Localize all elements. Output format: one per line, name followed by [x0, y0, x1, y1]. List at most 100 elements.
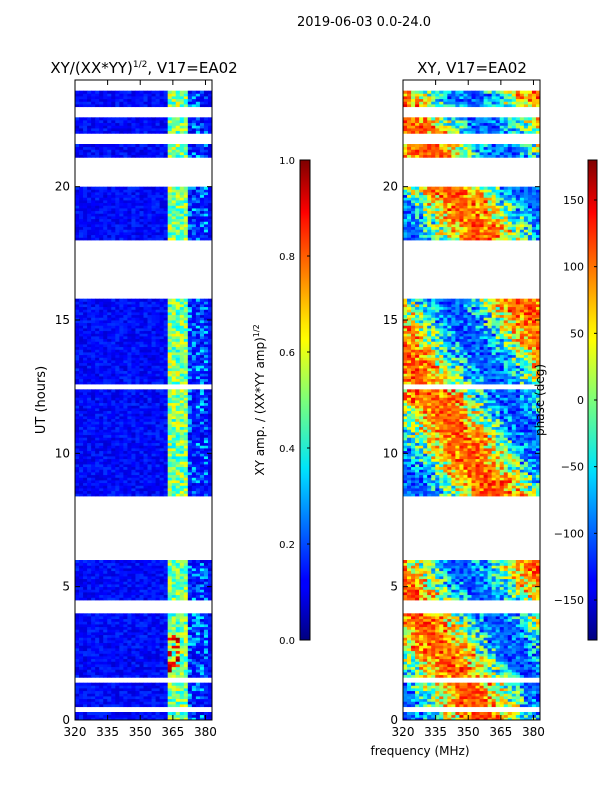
heatmap-cell: [179, 202, 185, 206]
heatmap-cell: [87, 696, 92, 700]
heatmap-cell: [139, 397, 144, 401]
heatmap-cell: [83, 381, 88, 385]
heatmap-cell: [199, 493, 205, 497]
heatmap-cell: [107, 312, 112, 316]
heatmap-cell: [155, 418, 161, 422]
heatmap-cell: [115, 418, 120, 422]
heatmap-cell: [179, 189, 185, 193]
heatmap-cell: [99, 584, 104, 588]
heatmap-cell: [155, 442, 161, 446]
heatmap-cell: [203, 637, 209, 641]
heatmap-cell: [147, 666, 152, 670]
heatmap-cell: [83, 664, 88, 668]
heatmap-cell: [183, 229, 189, 233]
heatmap-cell: [99, 413, 104, 417]
heatmap-cell: [155, 202, 161, 206]
heatmap-cell: [191, 338, 197, 342]
heatmap-cell: [127, 200, 132, 204]
heatmap-cell: [167, 432, 173, 436]
heatmap-cell: [127, 314, 132, 318]
heatmap-cell: [179, 565, 185, 569]
heatmap-cell: [163, 693, 169, 697]
heatmap-cell: [203, 477, 209, 481]
heatmap-cell: [99, 482, 104, 486]
heatmap-cell: [151, 421, 156, 425]
heatmap-cell: [119, 317, 124, 321]
heatmap-cell: [179, 658, 185, 662]
heatmap-cell: [83, 421, 88, 425]
heatmap-cell: [75, 338, 80, 342]
heatmap-cell: [175, 658, 181, 662]
heatmap-cell: [187, 682, 193, 686]
heatmap-cell: [207, 642, 212, 646]
heatmap-cell: [163, 400, 169, 404]
heatmap-cell: [79, 642, 84, 646]
heatmap-cell: [83, 357, 88, 361]
heatmap-cell: [183, 154, 189, 158]
heatmap-cell: [103, 346, 108, 350]
heatmap-cell: [139, 208, 144, 212]
heatmap-cell: [143, 320, 148, 324]
heatmap-cell: [79, 317, 84, 321]
heatmap-cell: [95, 210, 100, 214]
heatmap-cell: [91, 613, 96, 617]
heatmap-cell: [79, 325, 84, 329]
heatmap-cell: [195, 234, 201, 238]
heatmap-cell: [135, 221, 140, 225]
heatmap-cell: [139, 701, 144, 705]
heatmap-cell: [107, 440, 112, 444]
heatmap-cell: [179, 674, 185, 678]
heatmap-cell: [87, 298, 92, 302]
heatmap-cell: [123, 402, 128, 406]
heatmap-cell: [191, 200, 197, 204]
heatmap-cell: [163, 229, 169, 233]
heatmap-cell: [143, 704, 148, 708]
heatmap-cell: [147, 226, 152, 230]
heatmap-cell: [123, 328, 128, 332]
heatmap-cell: [83, 693, 88, 697]
heatmap-cell: [167, 597, 173, 601]
heatmap-cell: [179, 442, 185, 446]
heatmap-cell: [123, 317, 128, 321]
heatmap-cell: [167, 205, 173, 209]
heatmap-cell: [167, 154, 173, 158]
heatmap-cell: [127, 434, 132, 438]
heatmap-cell: [135, 472, 140, 476]
heatmap-cell: [127, 149, 132, 153]
heatmap-cell: [131, 336, 136, 340]
heatmap-cell: [107, 378, 112, 382]
heatmap-cell: [175, 213, 181, 217]
heatmap-cell: [87, 581, 92, 585]
heatmap-cell: [199, 637, 205, 641]
heatmap-cell: [187, 696, 193, 700]
heatmap-cell: [119, 682, 124, 686]
heatmap-cell: [183, 621, 189, 625]
heatmap-cell: [91, 341, 96, 345]
heatmap-cell: [147, 450, 152, 454]
heatmap-cell: [131, 688, 136, 692]
heatmap-cell: [171, 440, 177, 444]
heatmap-cell: [183, 221, 189, 225]
heatmap-cell: [75, 466, 80, 470]
heatmap-cell: [87, 226, 92, 230]
heatmap-cell: [159, 714, 165, 718]
heatmap-cell: [171, 405, 177, 409]
heatmap-cell: [195, 226, 201, 230]
heatmap-cell: [147, 442, 152, 446]
heatmap-cell: [83, 237, 88, 241]
heatmap-cell: [143, 394, 148, 398]
heatmap-cell: [179, 645, 185, 649]
heatmap-cell: [203, 224, 209, 228]
heatmap-cell: [183, 597, 189, 601]
heatmap-cell: [167, 490, 173, 494]
heatmap-cell: [195, 578, 201, 582]
heatmap-cell: [167, 672, 173, 676]
heatmap-cell: [127, 197, 132, 201]
heatmap-cell: [127, 685, 132, 689]
heatmap-cell: [79, 426, 84, 430]
heatmap-cell: [207, 442, 212, 446]
heatmap-cell: [79, 640, 84, 644]
heatmap-cell: [103, 466, 108, 470]
heatmap-cell: [179, 336, 185, 340]
heatmap-cell: [203, 682, 209, 686]
